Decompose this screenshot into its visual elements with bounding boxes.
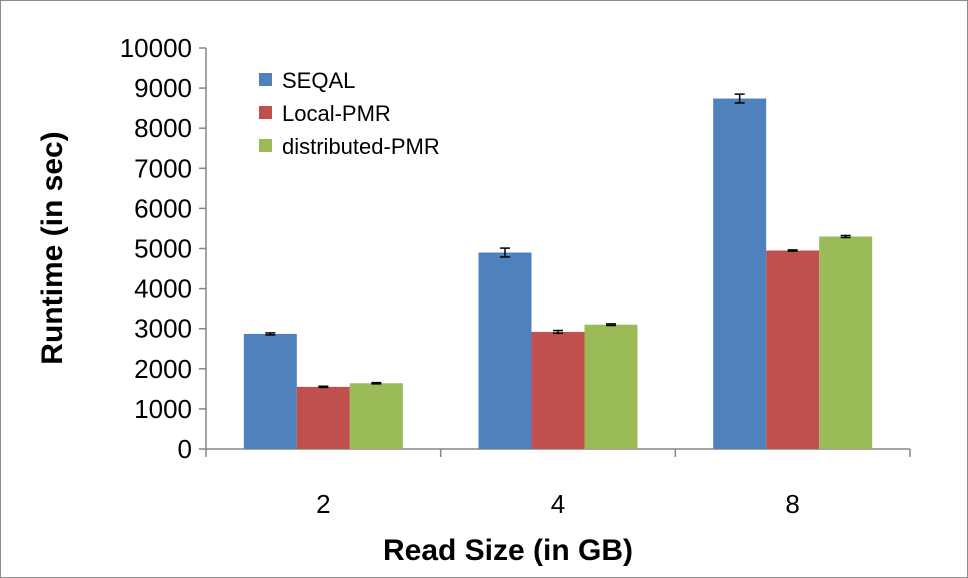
y-tick-label: 5000 [134,234,192,264]
bar-local-pmr [531,331,585,449]
bar-distributed-pmr [349,383,403,449]
y-tick-label: 6000 [134,193,192,223]
bar-seqal [243,333,297,449]
bar-seqal [478,252,532,449]
y-tick-label: 8000 [134,113,192,143]
legend-label: distributed-PMR [282,134,440,159]
y-tick-label: 3000 [134,314,192,344]
y-axis-title: Runtime (in sec) [36,131,69,364]
bars [243,98,873,449]
legend-swatch [259,73,272,86]
legend-label: Local-PMR [282,101,391,126]
legend-swatch [259,139,272,152]
legend-swatch [259,106,272,119]
y-ticks: 0 1000 2000 3000 4000 5000 6000 7000 8000 9000 100… [120,33,206,464]
y-tick-label: 10000 [120,33,192,63]
x-axis-title: Read Size (in GB) [383,534,633,567]
bar-distributed-pmr [584,324,638,449]
y-tick-label: 7000 [134,153,192,183]
bar-distributed-pmr [819,236,873,449]
y-tick-label: 9000 [134,73,192,103]
x-tick-label: 4 [551,489,565,519]
error-bars [265,93,851,389]
y-tick-label: 0 [178,434,192,464]
bar-seqal [713,98,767,449]
y-tick-label: 1000 [134,394,192,424]
legend: SEQAL Local-PMR distributed-PMR [259,68,440,159]
bar-local-pmr [296,386,350,449]
x-tick-label: 2 [316,489,330,519]
legend-label: SEQAL [282,68,355,93]
x-tick-label: 8 [785,489,799,519]
x-ticks: 2 4 8 [205,449,911,519]
bar-local-pmr [766,250,820,449]
y-tick-label: 2000 [134,354,192,384]
y-tick-label: 4000 [134,274,192,304]
